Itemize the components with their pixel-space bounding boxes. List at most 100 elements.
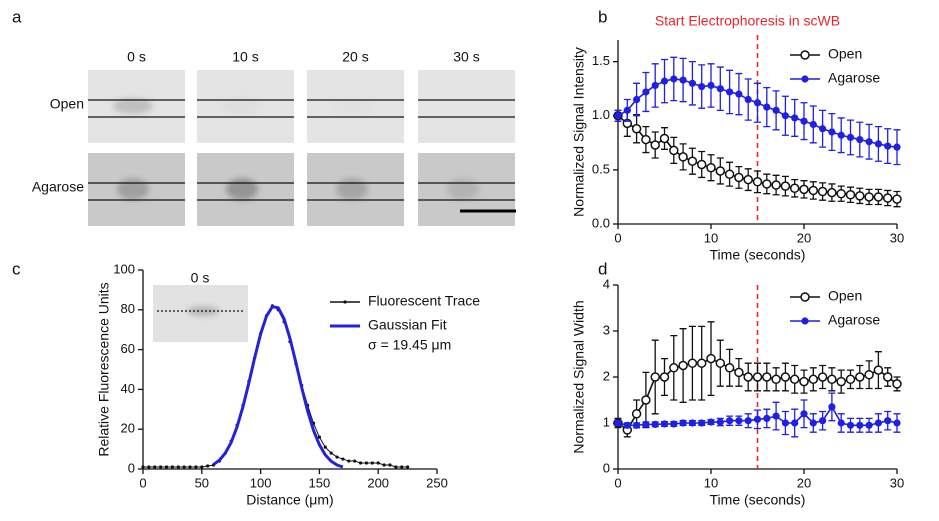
- data-point: [744, 417, 752, 425]
- data-point: [164, 465, 169, 469]
- data-point: [800, 292, 810, 302]
- data-point: [865, 421, 873, 429]
- x-axis-title: Time (seconds): [710, 247, 806, 263]
- data-point: [650, 372, 660, 382]
- data-point: [882, 372, 893, 382]
- data-point: [726, 417, 734, 425]
- data-point: [679, 76, 687, 84]
- data-point: [159, 465, 163, 469]
- data-point: [641, 134, 651, 145]
- data-point: [771, 180, 781, 190]
- micrograph: [307, 70, 404, 143]
- data-point: [801, 75, 809, 83]
- data-point: [633, 421, 641, 429]
- data-point: [781, 112, 790, 120]
- data-point: [752, 372, 763, 382]
- data-point: [837, 131, 845, 139]
- micrograph: [418, 153, 515, 226]
- x-tick-label: 0: [139, 475, 146, 490]
- data-point: [147, 465, 151, 469]
- data-point: [347, 459, 351, 463]
- data-point: [809, 419, 817, 427]
- data-point: [819, 417, 827, 425]
- micrograph: [88, 153, 185, 226]
- y-tick-label: 1.5: [592, 53, 610, 68]
- panel-label: c: [12, 259, 21, 278]
- data-point: [631, 409, 642, 419]
- legend-label: Agarose: [828, 312, 880, 328]
- micrograph: [197, 153, 294, 226]
- data-point: [406, 465, 410, 469]
- data-point: [696, 159, 707, 170]
- data-point: [323, 445, 327, 449]
- data-point: [763, 414, 771, 422]
- data-point: [687, 156, 698, 166]
- data-point: [141, 465, 145, 469]
- data-point: [855, 191, 865, 201]
- data-point: [846, 421, 855, 429]
- inset-label: 0 s: [191, 270, 210, 286]
- data-point: [864, 369, 874, 380]
- data-point: [846, 133, 855, 142]
- data-point: [394, 465, 398, 469]
- legend-label: Agarose: [828, 70, 880, 86]
- data-point: [679, 419, 687, 427]
- data-point: [724, 169, 735, 179]
- data-point: [799, 376, 809, 387]
- data-point: [809, 120, 817, 129]
- data-point: [623, 106, 631, 114]
- data-point: [698, 419, 706, 427]
- x-tick-label: 10: [704, 475, 718, 490]
- data-point: [370, 461, 374, 465]
- data-point: [845, 190, 856, 200]
- x-tick-label: 200: [367, 475, 389, 490]
- inset-image: [153, 285, 248, 342]
- data-point: [696, 358, 707, 368]
- x-tick-label: 250: [426, 475, 448, 490]
- micrograph: [88, 70, 185, 143]
- y-tick-label: 60: [121, 341, 135, 356]
- data-point: [819, 125, 827, 133]
- x-axis-title: Distance (μm): [246, 492, 333, 508]
- data-point: [828, 403, 836, 411]
- data-point: [856, 421, 864, 429]
- data-point: [194, 465, 198, 469]
- data-point: [715, 166, 726, 176]
- data-point: [735, 417, 743, 425]
- x-tick-label: 50: [195, 475, 209, 490]
- data-point: [827, 374, 837, 385]
- data-point: [789, 374, 800, 385]
- data-point: [688, 79, 697, 87]
- x-tick-label: 100: [250, 475, 272, 490]
- data-point: [744, 95, 752, 104]
- legend-label: Open: [828, 46, 862, 62]
- data-point: [855, 372, 865, 382]
- data-point: [808, 374, 819, 385]
- data-point: [206, 464, 210, 468]
- data-point: [707, 81, 715, 90]
- data-point: [780, 372, 791, 382]
- data-point: [735, 90, 743, 98]
- row-label: Agarose: [32, 179, 84, 195]
- data-point: [743, 372, 753, 382]
- data-point: [734, 367, 744, 378]
- cell-blob: [113, 98, 153, 114]
- data-point: [659, 133, 670, 144]
- data-point: [864, 192, 874, 202]
- data-point: [642, 420, 650, 428]
- time-label: 30 s: [453, 49, 479, 65]
- data-point: [771, 374, 781, 385]
- data-point: [817, 372, 828, 382]
- data-point: [801, 317, 809, 325]
- x-tick-label: 20: [797, 475, 811, 490]
- data-point: [614, 112, 622, 120]
- data-point: [836, 376, 846, 387]
- x-tick-label: 150: [309, 475, 331, 490]
- data-point: [716, 418, 724, 426]
- data-point: [800, 410, 808, 418]
- x-tick-label: 0: [614, 230, 621, 245]
- legend-note: σ = 19.45 μm: [368, 337, 451, 353]
- data-point: [317, 435, 321, 439]
- cell-blob: [226, 178, 258, 200]
